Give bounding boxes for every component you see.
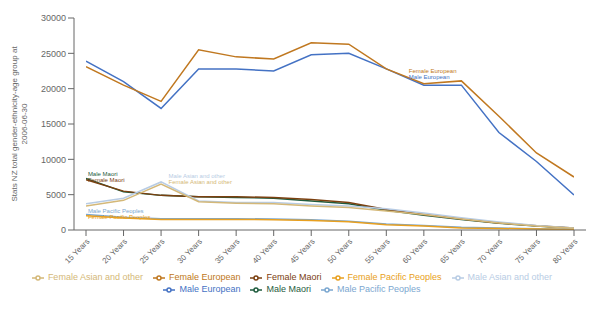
svg-text:10000: 10000 [41, 155, 66, 165]
svg-text:80 Years: 80 Years [551, 237, 579, 265]
svg-text:Male European: Male European [409, 74, 450, 80]
html-text:Male Maori: Male Maori [266, 284, 311, 295]
svg-text:Male Pacific Peoples: Male Pacific Peoples [87, 208, 144, 214]
html-text:Female Asian and other: Female Asian and other [47, 272, 143, 283]
svg-text:15000: 15000 [41, 119, 66, 129]
svg-text:25 Years: 25 Years [138, 237, 166, 265]
svg-text:50 Years: 50 Years [326, 237, 354, 265]
html-text:Male Asian and other: Male Asian and other [467, 272, 553, 283]
svg-text:5000: 5000 [46, 190, 66, 200]
svg-text:20 Years: 20 Years [101, 237, 129, 265]
svg-text:70 Years: 70 Years [476, 237, 504, 265]
svg-text:75 Years: 75 Years [514, 237, 542, 265]
svg-text:Male Maori: Male Maori [87, 171, 118, 178]
svg-text:Female Pacific Peoples: Female Pacific Peoples [88, 214, 151, 220]
svg-text:65 Years: 65 Years [438, 237, 466, 265]
svg-text:45 Years: 45 Years [288, 237, 316, 265]
svg-text:40 Years: 40 Years [251, 237, 279, 265]
svg-text:25000: 25000 [41, 49, 66, 59]
html-text:Male Pacific Peoples: Male Pacific Peoples [337, 284, 421, 295]
svg-text:Stats NZ total gender-ethnicit: Stats NZ total gender-ethnicity-age grou… [10, 46, 29, 202]
svg-text:30 Years: 30 Years [176, 237, 204, 265]
html-text:Female Maori: Female Maori [266, 272, 322, 283]
svg-text:15 Years: 15 Years [63, 237, 91, 265]
svg-text:Female Maori: Female Maori [88, 177, 125, 183]
html-text:Female Pacific Peoples: Female Pacific Peoples [347, 272, 442, 283]
svg-text:60 Years: 60 Years [401, 237, 429, 265]
svg-text:Female Asian and other: Female Asian and other [169, 179, 232, 185]
svg-text:35 Years: 35 Years [213, 237, 241, 265]
html-text:Female European: Female European [168, 272, 241, 283]
svg-text:Female European: Female European [408, 68, 457, 75]
svg-text:Male Asian and other: Male Asian and other [168, 173, 225, 180]
svg-text:55 Years: 55 Years [363, 237, 391, 265]
html-text:Male European: Male European [179, 284, 241, 295]
svg-text:20000: 20000 [41, 84, 66, 94]
svg-text:30000: 30000 [41, 13, 66, 23]
svg-text:0: 0 [61, 225, 66, 235]
